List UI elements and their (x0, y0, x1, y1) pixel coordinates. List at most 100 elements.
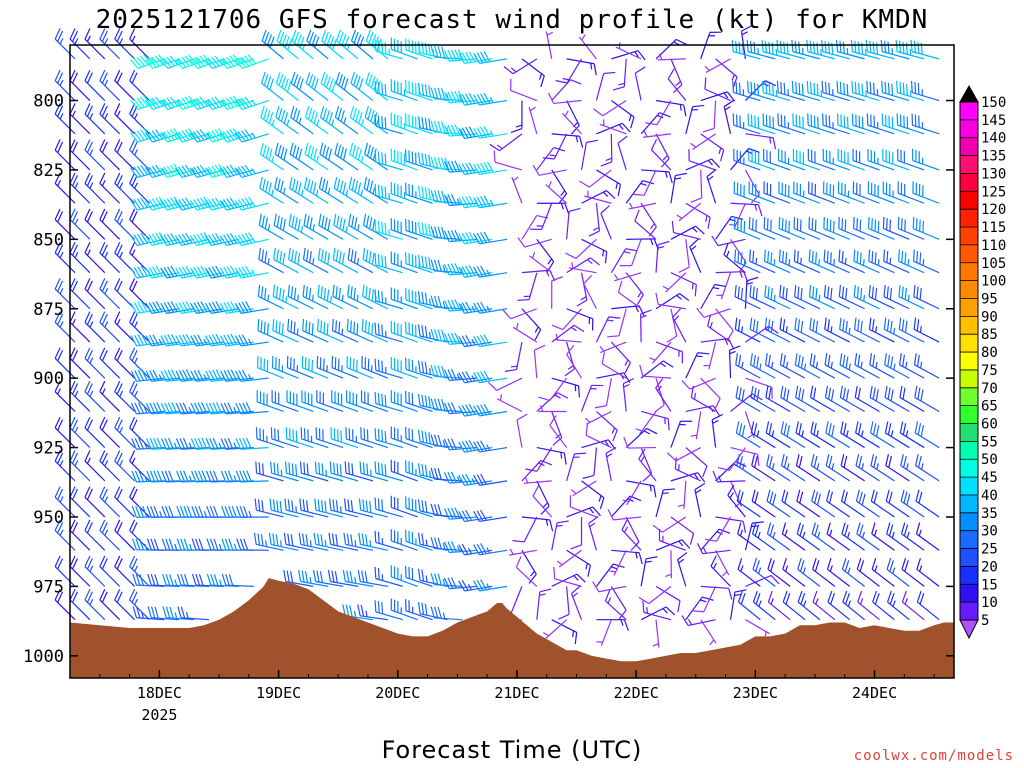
wind-barb (605, 446, 617, 481)
wind-barb (822, 148, 850, 171)
wind-barb (532, 164, 567, 176)
wind-barb (782, 590, 806, 621)
wind-barb (767, 557, 791, 587)
wind-barb (901, 590, 925, 621)
wind-barb (390, 459, 418, 482)
colorbar-label: 60 (981, 417, 998, 433)
wind-barb (287, 318, 314, 343)
wind-barb (290, 71, 314, 101)
colorbar-swatch (960, 530, 978, 550)
wind-barb (99, 555, 121, 587)
wind-barb (650, 139, 672, 171)
wind-barb (626, 480, 657, 498)
wind-barb (581, 238, 608, 264)
x-axis: 18DEC 2025 19DEC 20DEC 21DEC 22DEC 23DEC 24DEC (99, 670, 935, 724)
wind-barb (257, 318, 284, 343)
wind-barb (510, 78, 538, 102)
wind-barb (333, 176, 359, 204)
wind-barb (596, 411, 618, 442)
wind-barb (346, 318, 374, 343)
wind-barb (473, 231, 508, 245)
wind-barb (259, 176, 284, 204)
wind-barb (716, 272, 732, 300)
wind-barb (777, 148, 806, 171)
wind-barb (443, 49, 478, 62)
wind-barb (655, 539, 691, 551)
wind-barb (405, 390, 433, 413)
wind-barb (677, 480, 687, 509)
wind-barb (268, 532, 299, 551)
wind-barb (855, 454, 880, 482)
wind-barb (826, 522, 851, 551)
wind-barb (347, 247, 374, 274)
wind-barb (897, 216, 925, 240)
wind-barb (99, 172, 121, 204)
wind-barb (779, 317, 806, 343)
wind-barb (551, 308, 582, 331)
wind-barb (374, 461, 403, 482)
wind-barb (162, 606, 195, 621)
wind-barb (358, 498, 388, 518)
colorbar-label: 50 (981, 452, 998, 468)
wind-barb (99, 589, 121, 621)
plot-frame (69, 44, 955, 679)
wind-barb (129, 103, 150, 135)
wind-barb (130, 197, 165, 211)
wind-barb (694, 482, 706, 518)
wind-barb (658, 529, 687, 551)
wind-barb (897, 181, 925, 204)
wind-barb (884, 385, 910, 412)
wind-barb (260, 105, 284, 135)
wind-barb (612, 58, 627, 91)
wind-barb (869, 421, 895, 449)
credit-link[interactable]: coolwx.com/models (854, 748, 1014, 764)
wind-barb (443, 577, 478, 590)
wind-barb (655, 133, 670, 168)
colorbar-swatch (960, 352, 978, 371)
y-tick-label: 825 (33, 161, 64, 181)
x-tick-label: 20DEC (375, 684, 420, 702)
wind-barb (473, 265, 508, 278)
wind-barb (871, 557, 895, 587)
y-tick-label: 850 (33, 230, 64, 250)
wind-barb (330, 427, 359, 449)
wind-barb (808, 216, 836, 240)
wind-barb (362, 284, 389, 310)
colorbar-swatch (960, 477, 978, 496)
wind-barb (607, 308, 627, 338)
colorbar-label: 95 (981, 291, 998, 307)
wind-barb (886, 522, 910, 551)
wind-barb (551, 276, 563, 309)
y-axis: 800 825 850 875 900 925 950 975 1000 (23, 92, 954, 667)
wind-barb (672, 308, 687, 343)
wind-barb (405, 427, 433, 449)
wind-barb (835, 39, 865, 60)
wind-barb (688, 149, 716, 171)
wind-barb (430, 573, 463, 587)
wind-barb (852, 148, 880, 171)
wind-barb (284, 498, 314, 518)
wind-barb (473, 473, 508, 486)
wind-barb (837, 148, 865, 171)
chart-title: 2025121706 GFS forecast wind profile (kt… (96, 5, 929, 35)
wind-barb (523, 476, 552, 484)
wind-barb (685, 447, 708, 478)
wind-barb (363, 213, 389, 240)
wind-barb (566, 308, 594, 331)
wind-barb (298, 569, 329, 587)
wind-barb (291, 29, 314, 60)
wind-barb (114, 69, 135, 101)
wind-barb (430, 190, 463, 204)
wind-barb (655, 488, 675, 518)
wind-barb (913, 317, 940, 343)
wind-barb (417, 291, 448, 310)
wind-barb (824, 317, 850, 343)
wind-barb (764, 317, 791, 343)
wind-barb (555, 58, 583, 84)
wind-barb (517, 237, 552, 248)
wind-barb (269, 498, 299, 518)
wind-barb (595, 563, 625, 587)
wind-barb (84, 172, 106, 204)
wind-barb (205, 402, 239, 415)
wind-barb (334, 142, 359, 171)
